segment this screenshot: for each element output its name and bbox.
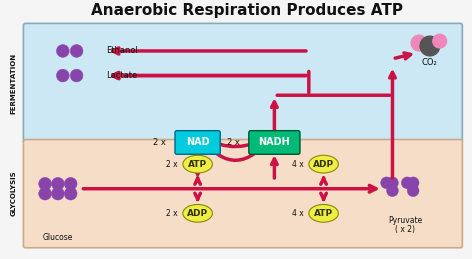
FancyBboxPatch shape (249, 131, 300, 154)
Circle shape (51, 187, 64, 200)
Circle shape (51, 177, 64, 190)
Text: 2 x: 2 x (166, 160, 178, 169)
Text: Ethanol: Ethanol (106, 46, 138, 55)
Circle shape (56, 69, 69, 82)
Text: NADH: NADH (259, 138, 290, 147)
Text: GLYCOLYSIS: GLYCOLYSIS (10, 171, 17, 217)
Text: ADP: ADP (313, 160, 334, 169)
Text: ( x 2): ( x 2) (395, 225, 415, 234)
Text: FERMENTATION: FERMENTATION (10, 53, 17, 114)
Circle shape (401, 177, 413, 189)
Circle shape (70, 45, 83, 57)
Text: ADP: ADP (187, 209, 208, 218)
Circle shape (387, 177, 398, 189)
Circle shape (39, 187, 51, 200)
Circle shape (70, 69, 83, 82)
Text: 4 x: 4 x (292, 209, 304, 218)
Text: NAD: NAD (186, 138, 210, 147)
Text: Glucose: Glucose (42, 233, 73, 242)
Text: 2 x: 2 x (227, 138, 239, 147)
Ellipse shape (183, 155, 212, 173)
Ellipse shape (309, 204, 338, 222)
Text: ATP: ATP (188, 160, 207, 169)
Circle shape (380, 177, 393, 189)
Circle shape (407, 185, 419, 197)
Ellipse shape (183, 204, 212, 222)
Circle shape (64, 177, 77, 190)
Circle shape (407, 177, 419, 189)
FancyBboxPatch shape (175, 131, 220, 154)
Ellipse shape (309, 155, 338, 173)
Text: 2 x: 2 x (166, 209, 178, 218)
Text: ATP: ATP (314, 209, 333, 218)
Text: Pyruvate: Pyruvate (388, 216, 422, 225)
Circle shape (433, 34, 447, 48)
Circle shape (39, 177, 51, 190)
Text: 2 x: 2 x (153, 138, 166, 147)
Circle shape (420, 36, 440, 56)
Text: Anaerobic Respiration Produces ATP: Anaerobic Respiration Produces ATP (91, 3, 403, 18)
Circle shape (411, 35, 427, 51)
Circle shape (56, 45, 69, 57)
FancyBboxPatch shape (24, 140, 463, 248)
Text: Lactate: Lactate (106, 71, 137, 80)
Text: CO₂: CO₂ (421, 58, 437, 67)
Circle shape (64, 187, 77, 200)
Text: 4 x: 4 x (292, 160, 304, 169)
Circle shape (387, 185, 398, 197)
FancyBboxPatch shape (24, 23, 463, 143)
